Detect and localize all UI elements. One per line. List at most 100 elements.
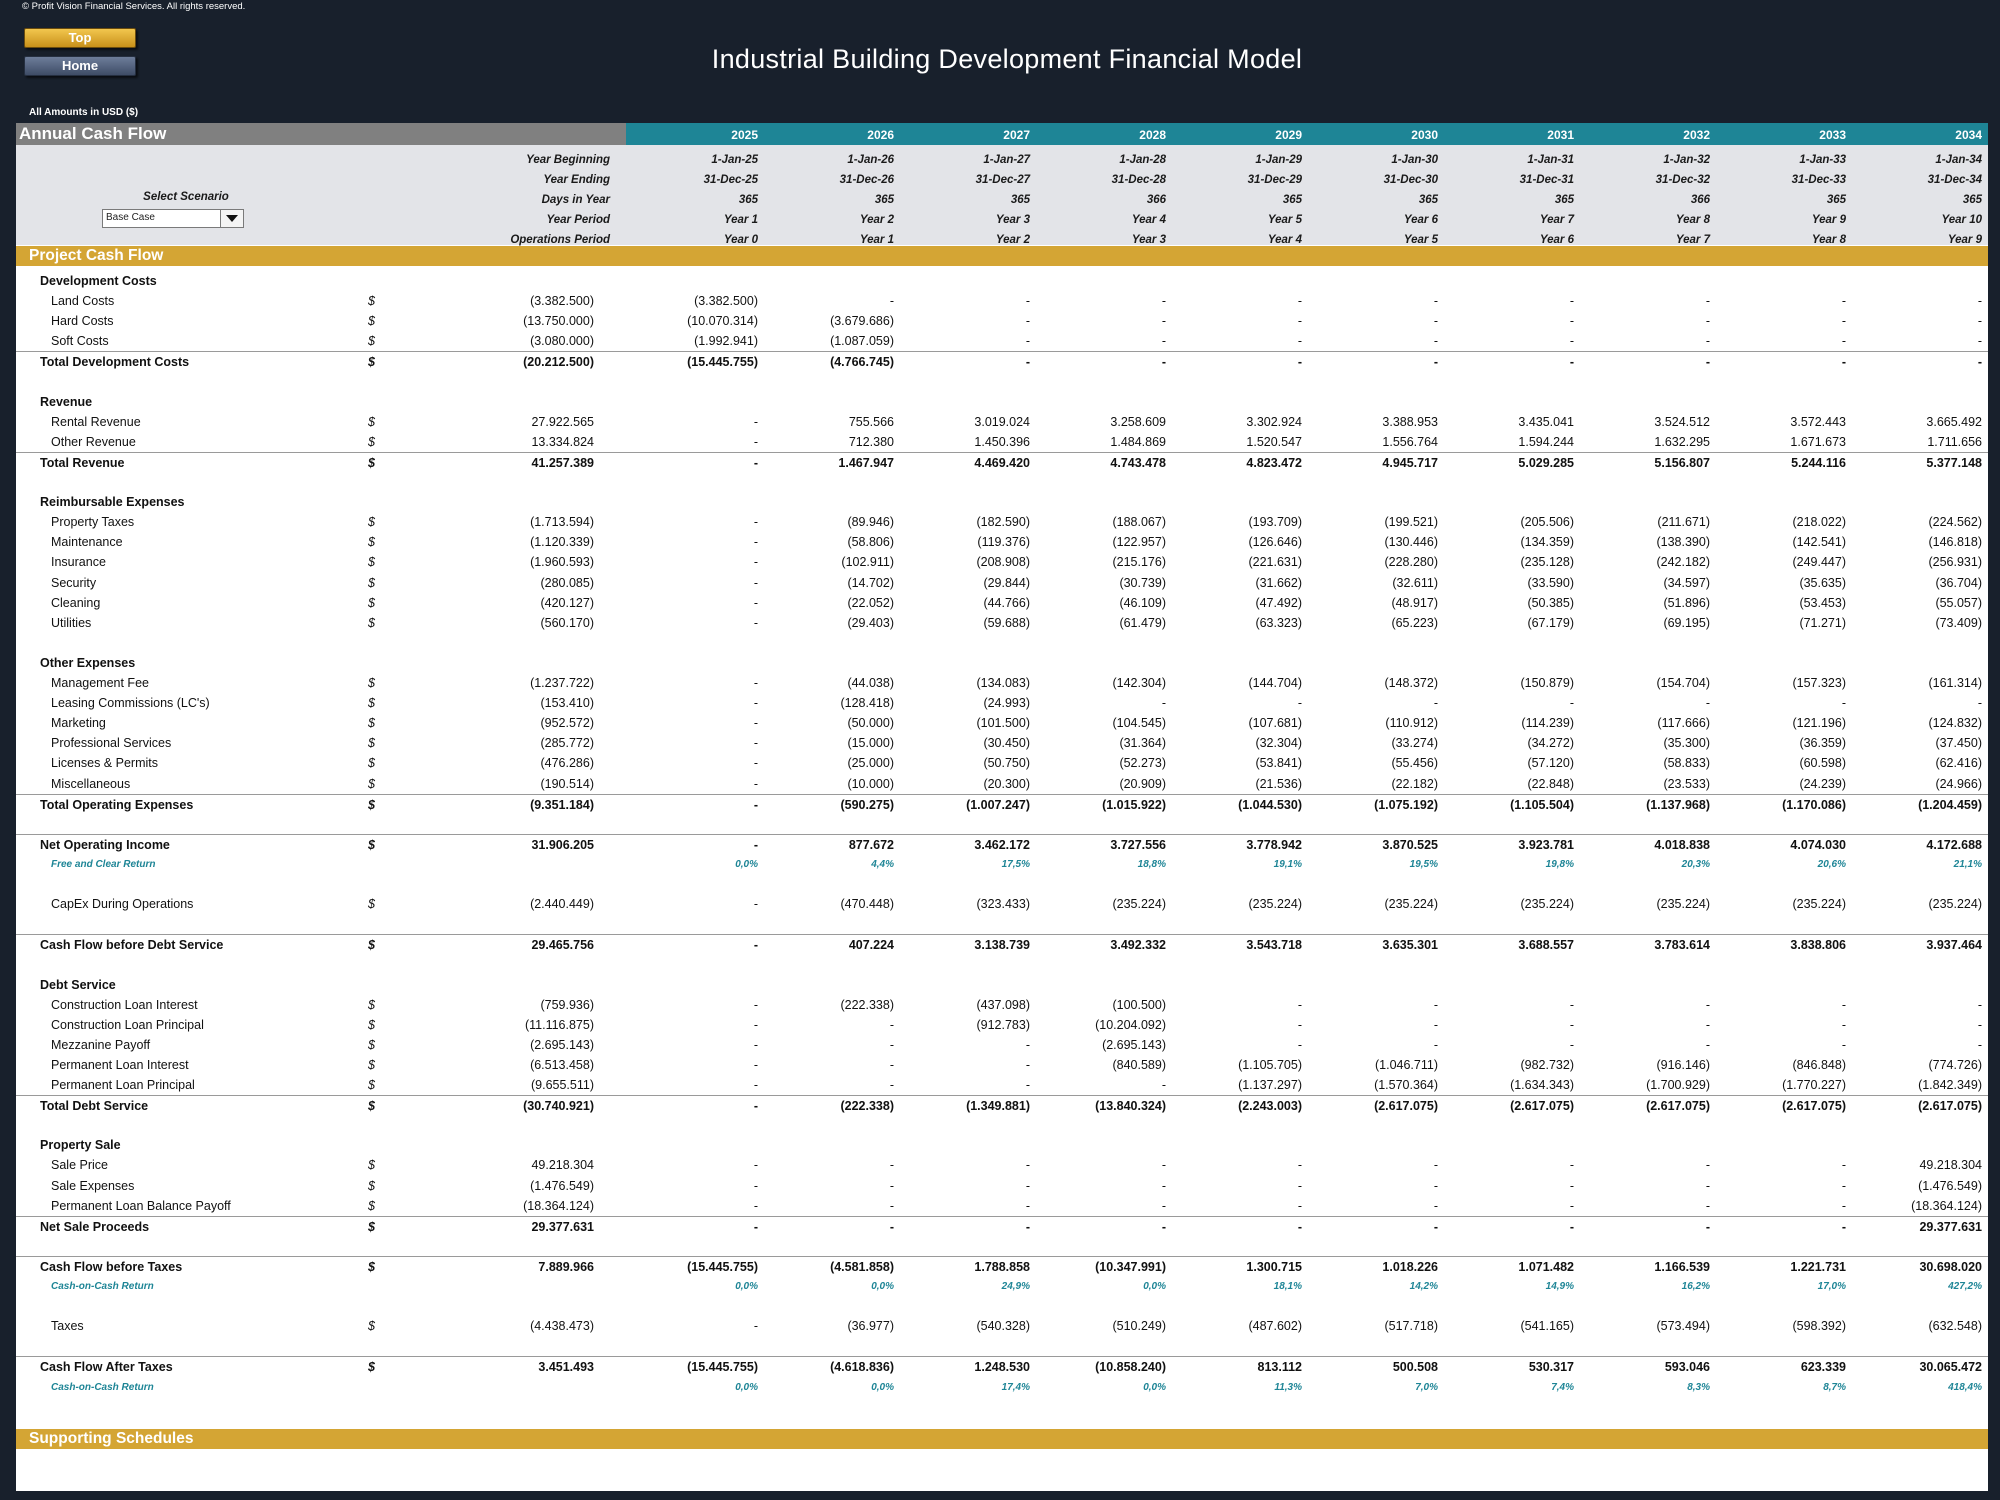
cell-value: (101.500) (976, 716, 1030, 731)
cell-value: - (1977, 334, 1982, 349)
cell-value: (590.275) (840, 797, 894, 812)
cell-value: - (1569, 1178, 1574, 1193)
table-row: Maintenance $ (1.120.339) - (58.806) (119.376… (16, 532, 1988, 552)
row-total: (1.237.722) (530, 676, 594, 690)
cell-value: - (1297, 696, 1302, 711)
table-row: Construction Loan Interest $ (759.936) - (22… (16, 995, 1988, 1015)
cell-value: (199.521) (1384, 515, 1438, 530)
cell-value: (235.224) (1520, 897, 1574, 912)
cell-value: 17,0% (1817, 1281, 1846, 1292)
cell-value: 18,1% (1273, 1281, 1302, 1292)
row-label: Cash Flow before Taxes (40, 1259, 183, 1274)
cell-value: - (1569, 997, 1574, 1012)
cell-value: - (1297, 1037, 1302, 1052)
row-total: (13.750.000) (523, 314, 594, 329)
cell-value: - (1025, 1219, 1030, 1234)
cell-value: (53.453) (1799, 595, 1846, 610)
scenario-dropdown[interactable]: Base Case (102, 209, 244, 228)
cell-value: (44.766) (983, 595, 1030, 610)
cell-value: - (1297, 334, 1302, 349)
cell-value: - (889, 1078, 894, 1092)
cell-value: (1.700.929) (1646, 1078, 1710, 1092)
row-label: Miscellaneous (51, 776, 131, 791)
cell-value: 0,0% (735, 1281, 758, 1292)
period-value: 31-Dec-33 (1791, 174, 1846, 186)
cell-value: (470.448) (840, 897, 894, 912)
cell-value: 14,9% (1545, 1281, 1574, 1292)
cell-value: 1.450.396 (974, 434, 1030, 449)
cell-value: (916.146) (1656, 1057, 1710, 1072)
cell-value: - (1025, 1178, 1030, 1193)
cell-value: - (1161, 294, 1166, 309)
cell-value: (193.709) (1248, 515, 1302, 530)
cell-value: - (753, 797, 758, 812)
cell-value: (1.105.705) (1238, 1057, 1302, 1072)
spacer-row (16, 1336, 1988, 1356)
year-header-cell: 2034 (1955, 128, 1982, 142)
spacer-row (16, 914, 1988, 934)
cell-value: 813.112 (1257, 1360, 1303, 1375)
table-row: Leasing Commissions (LC's) $ (153.410) - (12… (16, 693, 1988, 713)
period-value: 366 (1690, 194, 1710, 206)
cell-value: 7,4% (1551, 1381, 1574, 1393)
period-value: 1-Jan-31 (1527, 154, 1574, 166)
cell-value: (34.272) (1527, 736, 1574, 751)
row-label: Free and Clear Return (51, 858, 156, 870)
currency-symbol: $ (368, 314, 375, 329)
cell-value: (487.602) (1248, 1319, 1302, 1334)
cell-value: - (753, 455, 758, 470)
table-row: Miscellaneous $ (190.514) - (10.000) (20.300)… (16, 774, 1988, 794)
cell-value: (69.195) (1663, 615, 1710, 630)
cell-value: (23.533) (1663, 776, 1710, 791)
period-value: 1-Jan-29 (1255, 154, 1302, 166)
row-label: Utilities (51, 615, 92, 630)
cell-value: 1.556.764 (1382, 434, 1438, 449)
cell-value: (218.022) (1792, 515, 1846, 530)
period-value: 1-Jan-25 (711, 154, 758, 166)
home-button[interactable]: Home (24, 56, 136, 76)
cell-value: - (1841, 1219, 1846, 1234)
currency-symbol: $ (368, 414, 375, 429)
chevron-down-icon[interactable] (220, 210, 243, 227)
table-row: Cash-on-Cash Return 0,0% 0,0% 24,9% 0,0% 18,1… (16, 1276, 1988, 1296)
row-total: (190.514) (540, 776, 594, 791)
cell-value: 4.074.030 (1790, 837, 1846, 852)
table-row: Insurance $ (1.960.593) - (102.911) (208.908)… (16, 552, 1988, 572)
table-row: Cleaning $ (420.127) - (22.052) (44.766) (46.1… (16, 593, 1988, 613)
row-label: Property Taxes (51, 515, 135, 530)
row-total: 29.377.631 (531, 1219, 594, 1234)
cell-value: - (1161, 1219, 1166, 1234)
cell-value: 1.467.947 (838, 455, 894, 470)
cell-value: (67.179) (1527, 615, 1574, 630)
row-total: (1.713.594) (530, 515, 594, 530)
table-row: Other Expenses (16, 653, 1988, 673)
cell-value: 755.566 (848, 414, 894, 429)
cell-value: - (889, 1037, 894, 1052)
cell-value: (36.359) (1799, 736, 1846, 751)
cell-value: (13.840.324) (1095, 1099, 1166, 1114)
table-row: Total Operating Expenses $ (9.351.184) - (59… (16, 793, 1988, 815)
table-row: Licenses & Permits $ (476.286) - (25.000) (50… (16, 753, 1988, 773)
select-scenario-label: Select Scenario (143, 191, 229, 203)
cell-value: (60.598) (1799, 756, 1846, 771)
currency-symbol: $ (368, 595, 375, 610)
row-label: Other Revenue (51, 434, 136, 449)
cell-value: 5.244.116 (1791, 455, 1846, 470)
currency-symbol: $ (368, 1017, 375, 1032)
top-button[interactable]: Top (24, 28, 136, 48)
currency-symbol: $ (368, 334, 375, 349)
row-label: Net Operating Income (40, 837, 170, 852)
row-label: Total Debt Service (40, 1099, 149, 1114)
cell-value: 4.945.717 (1382, 455, 1438, 470)
period-value: 31-Dec-29 (1247, 174, 1302, 186)
cell-value: (102.911) (841, 555, 894, 570)
cell-value: (573.494) (1656, 1319, 1710, 1334)
cell-value: (1.842.349) (1918, 1078, 1982, 1092)
currency-symbol: $ (368, 555, 375, 570)
cell-value: 3.635.301 (1382, 938, 1438, 953)
cell-value: (30.450) (983, 736, 1030, 751)
cell-value: - (1841, 355, 1846, 370)
period-value: Year 3 (995, 214, 1030, 226)
cell-value: (58.833) (1663, 756, 1710, 771)
row-label: Sale Expenses (51, 1178, 135, 1193)
